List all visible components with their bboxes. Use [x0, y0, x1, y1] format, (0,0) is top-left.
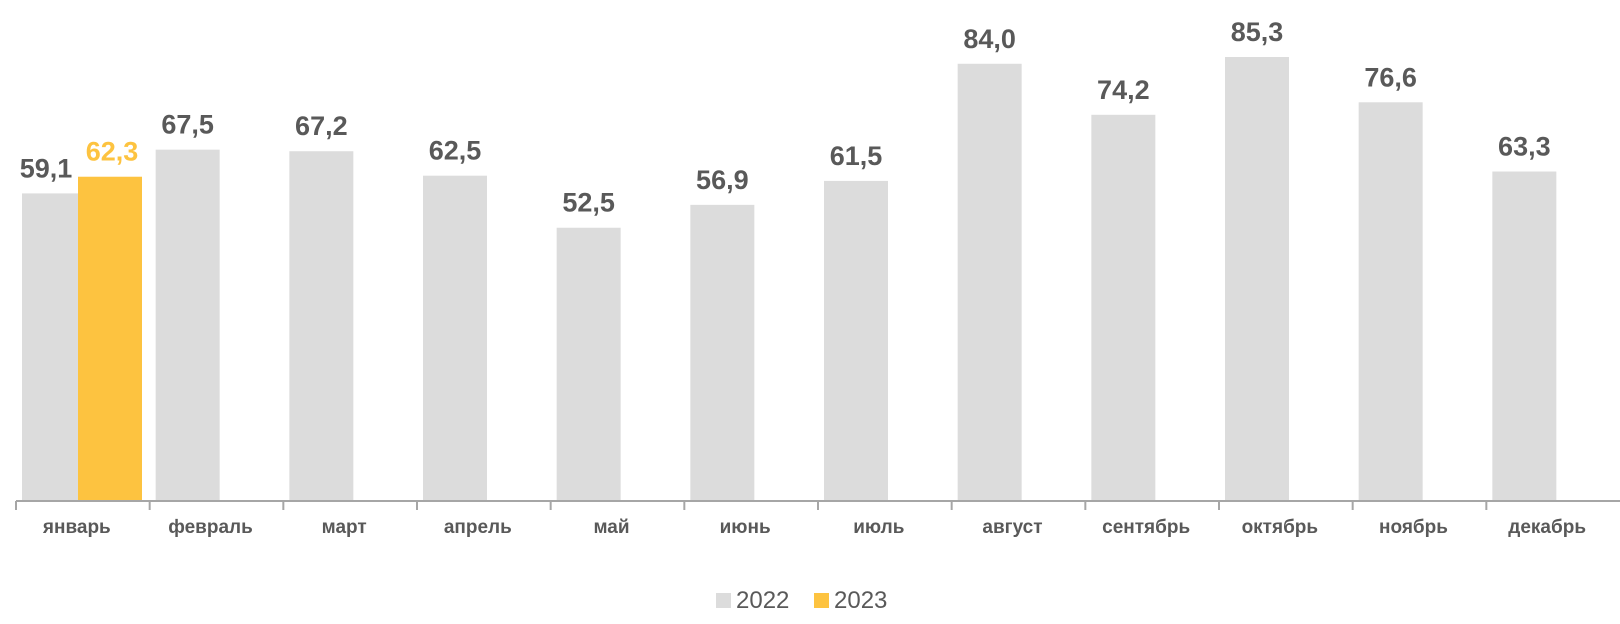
category-label-6: июнь: [720, 517, 771, 538]
category-label-5: май: [593, 517, 629, 538]
category-labels-layer: январь февраль март апрель май июнь июль август…: [42, 517, 1586, 538]
category-label-2: февраль: [168, 517, 253, 538]
bar-2022-12: [1492, 171, 1557, 501]
category-label-3: март: [322, 517, 367, 538]
bar-2022-9: [1091, 114, 1156, 501]
category-label-7: июль: [853, 517, 904, 538]
category-label-11: ноябрь: [1379, 517, 1448, 538]
category-label-9: сентябрь: [1102, 517, 1190, 538]
legend-label-2023: 2023: [834, 587, 887, 614]
value-label-2022-11: 76,6: [1364, 62, 1417, 92]
bar-2022-11: [1358, 102, 1423, 501]
legend-swatch-2022: [716, 593, 731, 608]
legend-swatch-2023: [814, 593, 829, 608]
bar-2022-2: [155, 149, 220, 501]
bar-2022-4: [423, 175, 487, 501]
value-label-2022-1: 59,1: [20, 153, 73, 183]
value-label-2023-1: 62,3: [86, 137, 139, 167]
legend: 2022 2023: [716, 587, 887, 614]
bars-layer: [22, 57, 1557, 502]
bar-2022-10: [1225, 57, 1289, 502]
value-label-2022-12: 63,3: [1498, 132, 1551, 162]
category-label-1: январь: [42, 517, 111, 538]
bar-2022-7: [824, 180, 888, 501]
category-label-8: август: [982, 517, 1042, 538]
category-label-10: октябрь: [1242, 517, 1319, 538]
value-label-2022-4: 62,5: [429, 136, 482, 166]
bar-2022-5: [556, 227, 621, 502]
value-label-2022-5: 52,5: [562, 188, 615, 218]
category-label-4: апрель: [444, 517, 512, 538]
category-label-12: декабрь: [1508, 517, 1586, 538]
bar-2023-1: [78, 176, 142, 501]
bar-2022-1: [22, 193, 86, 501]
bar-2022-3: [289, 151, 354, 501]
value-label-2022-9: 74,2: [1097, 75, 1150, 105]
bar-2022-6: [690, 204, 755, 501]
value-label-2022-3: 67,2: [295, 111, 348, 141]
value-label-2022-2: 67,5: [161, 110, 214, 140]
value-label-2022-7: 61,5: [830, 141, 883, 171]
x-axis-ticks: [15, 501, 1488, 510]
value-labels-layer: 59,1 62,3 67,5 67,2 62,5 52,5 56,9 61,5 84,0 74,2…: [20, 17, 1551, 218]
value-label-2022-8: 84,0: [963, 24, 1016, 54]
bar-2022-8: [957, 63, 1022, 501]
legend-label-2022: 2022: [736, 587, 789, 614]
value-label-2022-6: 56,9: [696, 165, 749, 195]
value-label-2022-10: 85,3: [1231, 17, 1284, 47]
